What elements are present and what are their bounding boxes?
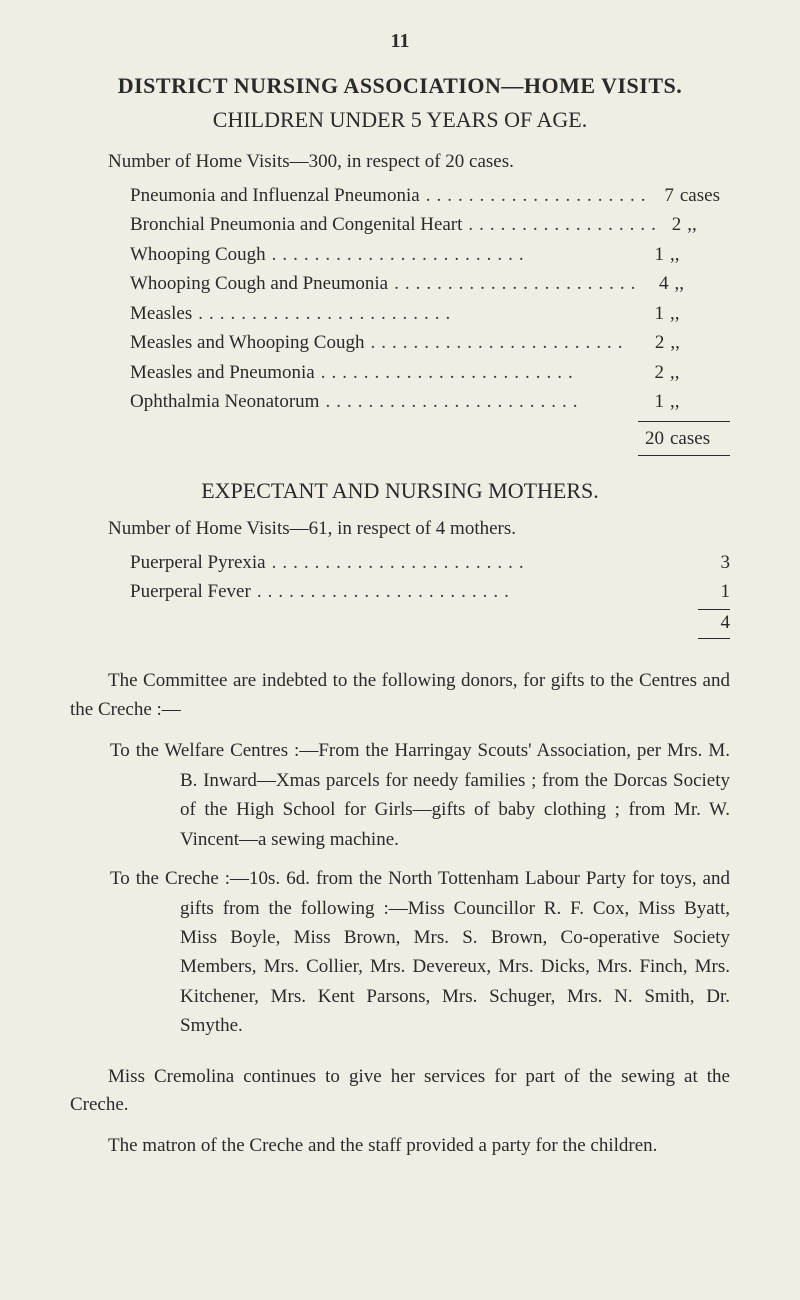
- spacer: [70, 724, 730, 736]
- total-rule-bottom: [638, 455, 730, 456]
- spacer: [70, 1051, 730, 1063]
- row-unit: ,,: [664, 358, 730, 387]
- page: 11 DISTRICT NURSING ASSOCIATION—HOME VIS…: [0, 0, 800, 1300]
- table-mothers: Puerperal Pyrexia ......................…: [130, 548, 730, 639]
- row-value: 7: [647, 181, 674, 210]
- row-value: 1: [632, 240, 664, 269]
- body-paragraph-2: Miss Cremolina continues to give her ser…: [70, 1063, 730, 1120]
- total-value: 20: [632, 424, 664, 453]
- leader-dots: ........................: [192, 299, 632, 328]
- row-value: 2: [633, 328, 665, 357]
- table-row: Pneumonia and Influenzal Pneumonia .....…: [130, 181, 730, 210]
- leader-dots: ........................: [420, 181, 647, 210]
- heading-mothers: EXPECTANT AND NURSING MOTHERS.: [70, 478, 730, 504]
- row-unit: ,,: [681, 210, 730, 239]
- heading-sub: CHILDREN UNDER 5 YEARS OF AGE.: [70, 107, 730, 133]
- leader-dots: ........................: [462, 210, 658, 239]
- body-paragraph-3: The matron of the Creche and the staff p…: [70, 1132, 730, 1161]
- row-label: Bronchial Pneumonia and Congenital Heart: [130, 210, 462, 239]
- table-row: Ophthalmia Neonatorum ..................…: [130, 387, 730, 416]
- leader-dots: ........................: [315, 358, 632, 387]
- intro-1: Number of Home Visits—300, in respect of…: [108, 151, 730, 173]
- total-row: 20 cases: [130, 424, 730, 453]
- row-value: 3: [698, 548, 730, 577]
- row-label: Measles and Pneumonia: [130, 358, 315, 387]
- row-unit: ,,: [668, 269, 730, 298]
- intro-2: Number of Home Visits—61, in respect of …: [108, 518, 730, 540]
- leader-dots: ........................: [319, 387, 632, 416]
- row-value: 1: [632, 387, 664, 416]
- spacer: [70, 639, 730, 667]
- table-row: Bronchial Pneumonia and Congenital Heart…: [130, 210, 730, 239]
- row-value: 2: [658, 210, 681, 239]
- row-unit: ,,: [664, 387, 730, 416]
- total-unit: cases: [664, 424, 730, 453]
- table-cases: Pneumonia and Influenzal Pneumonia .....…: [130, 181, 730, 456]
- row-value: 2: [632, 358, 664, 387]
- spacer: [70, 1120, 730, 1132]
- row-label: Measles and Whooping Cough: [130, 328, 365, 357]
- row-label: Ophthalmia Neonatorum: [130, 387, 319, 416]
- hanging-paragraph-2: To the Creche :—10s. 6d. from the North …: [70, 864, 730, 1041]
- table-row: Measles and Pneumonia ..................…: [130, 358, 730, 387]
- sum-value: 4: [698, 610, 730, 637]
- table-row: Puerperal Pyrexia ......................…: [130, 548, 730, 577]
- leader-dots: ........................: [388, 269, 639, 298]
- sum-row: 4: [130, 610, 730, 637]
- row-label: Puerperal Pyrexia: [130, 548, 266, 577]
- table-row: Measles ........................ 1 ,,: [130, 299, 730, 328]
- row-unit: ,,: [664, 299, 730, 328]
- heading-main: DISTRICT NURSING ASSOCIATION—HOME VISITS…: [70, 73, 730, 99]
- row-label: Pneumonia and Influenzal Pneumonia: [130, 181, 420, 210]
- leader-dots: ........................: [266, 548, 698, 577]
- row-unit: ,,: [664, 240, 730, 269]
- row-value: 1: [698, 577, 730, 606]
- row-label: Whooping Cough and Pneumonia: [130, 269, 388, 298]
- leader-dots: ........................: [266, 240, 632, 269]
- table-row: Whooping Cough and Pneumonia ...........…: [130, 269, 730, 298]
- page-number: 11: [70, 30, 730, 53]
- table-row: Puerperal Fever ........................…: [130, 577, 730, 606]
- table-row: Whooping Cough ........................ …: [130, 240, 730, 269]
- row-label: Measles: [130, 299, 192, 328]
- row-value: 1: [632, 299, 664, 328]
- total-rule-top: [638, 421, 730, 422]
- row-value: 4: [639, 269, 669, 298]
- leader-dots: ........................: [365, 328, 633, 357]
- hanging-paragraph-1: To the Welfare Centres :—From the Harrin…: [70, 736, 730, 854]
- row-label: Puerperal Fever: [130, 577, 251, 606]
- row-unit: cases: [674, 181, 730, 210]
- row-label: Whooping Cough: [130, 240, 266, 269]
- table-row: Measles and Whooping Cough .............…: [130, 328, 730, 357]
- row-unit: ,,: [664, 328, 730, 357]
- leader-dots: ........................: [251, 577, 698, 606]
- body-paragraph-1: The Committee are indebted to the follow…: [70, 667, 730, 724]
